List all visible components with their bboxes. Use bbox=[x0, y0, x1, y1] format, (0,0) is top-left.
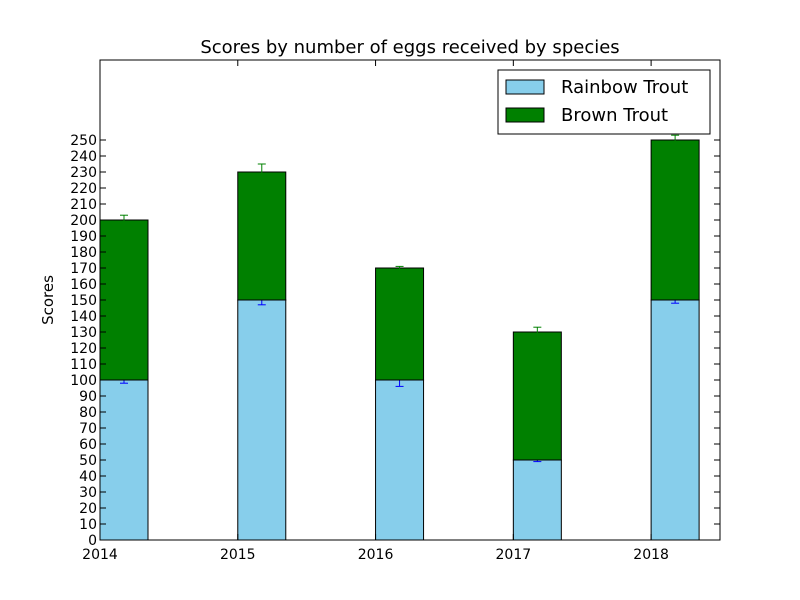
y-tick-label: 130 bbox=[70, 325, 97, 341]
x-tick-label: 2017 bbox=[496, 547, 532, 563]
bar-brown-trout-2016 bbox=[375, 267, 425, 381]
error-bar-brown-trout-2018 bbox=[671, 134, 680, 146]
y-tick-label: 10 bbox=[79, 517, 97, 533]
x-tick-label: 2014 bbox=[82, 547, 118, 563]
legend-swatch-rainbow-trout bbox=[505, 79, 545, 95]
error-bar-brown-trout-2017 bbox=[533, 326, 542, 338]
y-tick-label: 230 bbox=[70, 165, 97, 181]
y-tick-label: 0 bbox=[88, 533, 97, 549]
y-tick-label: 170 bbox=[70, 261, 97, 277]
y-tick-label: 70 bbox=[79, 421, 97, 437]
bar-rainbow-trout-2015 bbox=[237, 299, 287, 541]
bar-rainbow-trout-2018 bbox=[650, 299, 700, 541]
bar-rainbow-trout-2017 bbox=[512, 459, 562, 541]
y-tick-label: 240 bbox=[70, 149, 97, 165]
y-tick-label: 30 bbox=[79, 485, 97, 501]
y-tick-label: 150 bbox=[70, 293, 97, 309]
y-tick-label: 90 bbox=[79, 389, 97, 405]
bar-brown-trout-2018 bbox=[650, 139, 700, 301]
y-tick-label: 200 bbox=[70, 213, 97, 229]
bar-rainbow-trout-2014 bbox=[99, 379, 149, 541]
bar-rainbow-trout-2016 bbox=[375, 379, 425, 541]
y-tick-label: 110 bbox=[70, 357, 97, 373]
bar-brown-trout-2014 bbox=[99, 219, 149, 381]
error-bar-brown-trout-2016 bbox=[395, 265, 404, 271]
y-tick-label: 220 bbox=[70, 181, 97, 197]
y-tick-label: 210 bbox=[70, 197, 97, 213]
chart-title: Scores by number of eggs received by spe… bbox=[200, 37, 619, 58]
plot-area: 0102030405060708090100110120130140150160… bbox=[70, 59, 721, 563]
x-tick-label: 2016 bbox=[358, 547, 394, 563]
y-tick-label: 40 bbox=[79, 469, 97, 485]
y-tick-label: 100 bbox=[70, 373, 97, 389]
bar-brown-trout-2017 bbox=[512, 331, 562, 461]
legend-label-rainbow-trout: Rainbow Trout bbox=[561, 77, 688, 98]
y-tick-label: 190 bbox=[70, 229, 97, 245]
y-axis-label: Scores bbox=[39, 275, 57, 325]
y-tick-label: 140 bbox=[70, 309, 97, 325]
y-tick-label: 20 bbox=[79, 501, 97, 517]
legend: Rainbow Trout Brown Trout bbox=[497, 69, 711, 135]
x-tick-label: 2015 bbox=[220, 547, 256, 563]
y-tick-label: 160 bbox=[70, 277, 97, 293]
bar-brown-trout-2015 bbox=[237, 171, 287, 301]
x-tick-label: 2018 bbox=[633, 547, 669, 563]
legend-label-brown-trout: Brown Trout bbox=[561, 105, 668, 126]
y-tick-label: 180 bbox=[70, 245, 97, 261]
y-tick-label: 250 bbox=[70, 133, 97, 149]
error-bar-brown-trout-2015 bbox=[257, 163, 266, 181]
y-tick-label: 80 bbox=[79, 405, 97, 421]
legend-swatch-brown-trout bbox=[505, 107, 545, 123]
y-tick-label: 60 bbox=[79, 437, 97, 453]
y-tick-label: 50 bbox=[79, 453, 97, 469]
error-bar-brown-trout-2014 bbox=[120, 214, 128, 226]
y-tick-label: 120 bbox=[70, 341, 97, 357]
